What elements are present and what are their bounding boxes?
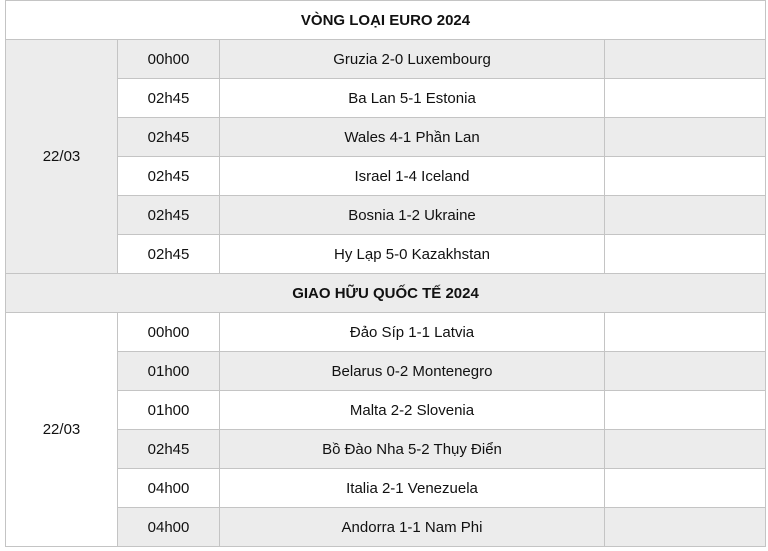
match-result: Đảo Síp 1-1 Latvia	[219, 312, 605, 352]
match-row: 01h00 Belarus 0-2 Montenegro	[5, 351, 767, 391]
match-result: Malta 2-2 Slovenia	[219, 390, 605, 430]
match-result: Ba Lan 5-1 Estonia	[219, 78, 605, 118]
match-note	[603, 351, 767, 391]
section-title: GIAO HỮU QUỐC TẾ 2024	[4, 273, 767, 313]
match-time: 01h00	[117, 351, 220, 391]
match-note	[603, 429, 767, 469]
match-row: 22/03 00h00 Gruzia 2-0 Luxembourg	[5, 39, 767, 274]
match-result: Hy Lạp 5-0 Kazakhstan	[219, 234, 605, 274]
match-row: 04h00 Italia 2-1 Venezuela	[5, 468, 767, 508]
match-row: 02h45 Bồ Đào Nha 5-2 Thụy Điển	[5, 429, 767, 469]
match-result: Italia 2-1 Venezuela	[219, 468, 605, 508]
match-row: 01h00 Malta 2-2 Slovenia	[5, 390, 767, 430]
match-row: 22/03 00h00 Đảo Síp 1-1 Latvia	[5, 312, 767, 547]
match-time: 02h45	[117, 117, 220, 157]
match-time: 02h45	[117, 234, 220, 274]
match-row: 02h45 Wales 4-1 Phần Lan	[5, 117, 767, 157]
match-result: Israel 1-4 Iceland	[219, 156, 605, 196]
match-time: 00h00	[117, 312, 220, 352]
match-note	[603, 234, 767, 274]
match-time: 02h45	[117, 156, 220, 196]
match-result: Bosnia 1-2 Ukraine	[219, 195, 605, 235]
match-note	[603, 468, 767, 508]
match-note	[603, 39, 767, 79]
section-header-row: VÒNG LOẠI EURO 2024	[4, 0, 767, 40]
section-header-row: GIAO HỮU QUỐC TẾ 2024	[4, 273, 767, 313]
match-time: 01h00	[117, 390, 220, 430]
match-note	[603, 390, 767, 430]
match-time: 00h00	[117, 39, 220, 79]
match-result: Gruzia 2-0 Luxembourg	[219, 39, 605, 79]
section-title: VÒNG LOẠI EURO 2024	[4, 0, 767, 40]
match-note	[603, 78, 767, 118]
match-result: Wales 4-1 Phần Lan	[219, 117, 605, 157]
match-row: 02h45 Israel 1-4 Iceland	[5, 156, 767, 196]
match-note	[603, 117, 767, 157]
match-note	[603, 312, 767, 352]
match-date: 22/03	[5, 39, 118, 274]
match-date: 22/03	[5, 312, 118, 547]
match-note	[603, 507, 767, 547]
schedule-table: VÒNG LOẠI EURO 2024 22/03 00h00 Gruzia 2-0 …	[4, 0, 767, 547]
match-result: Andorra 1-1 Nam Phi	[219, 507, 605, 547]
match-note	[603, 156, 767, 196]
match-note	[603, 195, 767, 235]
match-time: 02h45	[117, 195, 220, 235]
match-result: Belarus 0-2 Montenegro	[219, 351, 605, 391]
match-row: 02h45 Ba Lan 5-1 Estonia	[5, 78, 767, 118]
match-time: 02h45	[117, 429, 220, 469]
match-time: 04h00	[117, 507, 220, 547]
match-row: 02h45 Hy Lạp 5-0 Kazakhstan	[5, 234, 767, 274]
match-time: 02h45	[117, 78, 220, 118]
match-result: Bồ Đào Nha 5-2 Thụy Điển	[219, 429, 605, 469]
match-time: 04h00	[117, 468, 220, 508]
match-row: 04h00 Andorra 1-1 Nam Phi	[5, 507, 767, 547]
match-row: 02h45 Bosnia 1-2 Ukraine	[5, 195, 767, 235]
